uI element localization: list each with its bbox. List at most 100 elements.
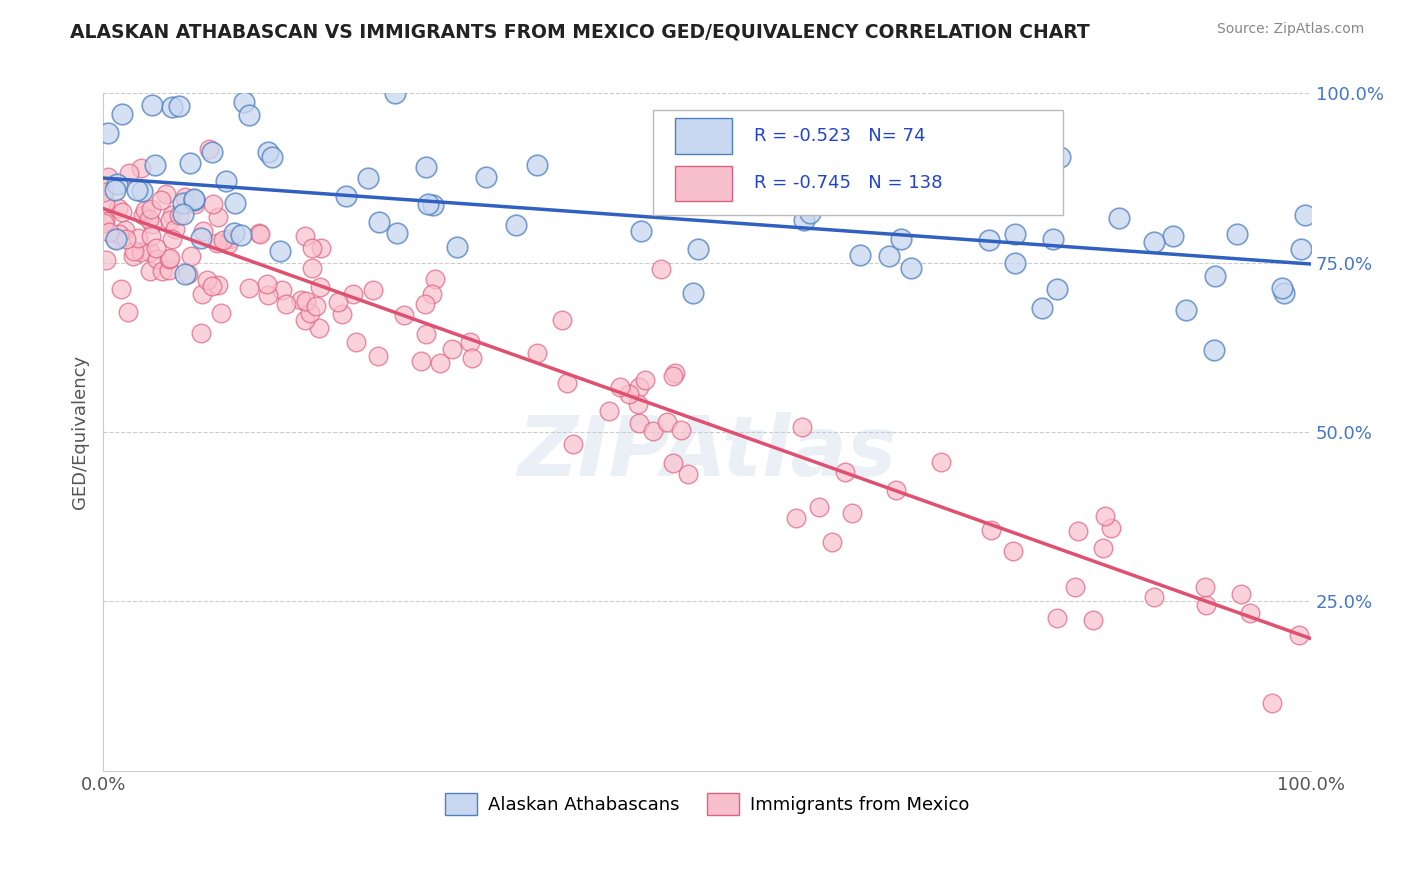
Point xyxy=(159,213,181,227)
Point xyxy=(207,278,229,293)
Point xyxy=(211,233,233,247)
Point xyxy=(150,264,173,278)
Point xyxy=(461,351,484,365)
Point xyxy=(163,221,186,235)
Point xyxy=(159,252,181,266)
Point xyxy=(676,467,699,482)
Point xyxy=(129,161,152,175)
Point xyxy=(308,321,330,335)
Point xyxy=(1288,628,1310,642)
FancyBboxPatch shape xyxy=(675,166,733,201)
Point xyxy=(104,232,127,246)
Point xyxy=(342,287,364,301)
Point xyxy=(299,306,322,320)
Point xyxy=(330,307,353,321)
Point xyxy=(1195,598,1218,612)
Point xyxy=(209,306,232,320)
Point xyxy=(172,196,194,211)
Point xyxy=(122,244,145,258)
Point xyxy=(799,206,821,220)
Point xyxy=(201,196,224,211)
Point xyxy=(94,196,117,211)
Point xyxy=(392,309,415,323)
Point xyxy=(555,376,578,391)
Point xyxy=(1046,611,1069,625)
Point xyxy=(97,169,120,184)
Point xyxy=(711,195,734,210)
Point xyxy=(274,297,297,311)
Point xyxy=(201,145,224,159)
Point xyxy=(233,95,256,109)
Point xyxy=(446,240,468,254)
Point xyxy=(1045,282,1067,296)
Point xyxy=(662,456,685,470)
Point xyxy=(415,326,437,341)
Point xyxy=(977,233,1000,247)
FancyBboxPatch shape xyxy=(652,111,1063,215)
Point xyxy=(807,500,830,514)
Point xyxy=(1230,587,1253,601)
Point xyxy=(344,335,367,350)
Point xyxy=(619,387,641,401)
Point xyxy=(207,211,229,225)
Point xyxy=(357,170,380,185)
Point xyxy=(700,127,723,141)
Point xyxy=(141,229,163,244)
Point xyxy=(335,189,357,203)
Point xyxy=(429,355,451,369)
Point xyxy=(634,373,657,387)
Point xyxy=(900,261,922,276)
Point xyxy=(526,345,548,359)
Point xyxy=(110,282,132,296)
Point xyxy=(475,170,498,185)
Point xyxy=(1239,606,1261,620)
Point xyxy=(627,397,650,411)
Point xyxy=(247,227,270,241)
Point xyxy=(257,145,280,160)
Point xyxy=(224,226,246,240)
Point xyxy=(411,353,433,368)
Text: Source: ZipAtlas.com: Source: ZipAtlas.com xyxy=(1216,22,1364,37)
Point xyxy=(1143,235,1166,250)
Point xyxy=(121,249,143,263)
Point xyxy=(155,187,177,202)
Point xyxy=(1004,227,1026,241)
Point xyxy=(218,236,240,251)
Point xyxy=(224,195,246,210)
Point xyxy=(127,231,149,245)
Point xyxy=(627,380,650,394)
Point xyxy=(301,241,323,255)
Point xyxy=(952,193,974,207)
Point xyxy=(107,202,129,216)
Point xyxy=(1031,301,1053,315)
Point xyxy=(655,415,678,429)
Point xyxy=(609,380,631,394)
Point xyxy=(256,277,278,291)
Point xyxy=(93,216,115,230)
Point xyxy=(94,253,117,268)
Point xyxy=(1205,268,1227,283)
Point xyxy=(179,156,201,170)
Point xyxy=(1261,696,1284,710)
Point xyxy=(174,267,197,281)
Point xyxy=(418,197,440,211)
Point xyxy=(1049,150,1071,164)
Point xyxy=(257,288,280,302)
Point xyxy=(134,203,156,218)
Point xyxy=(290,293,312,307)
Point xyxy=(551,313,574,327)
Point xyxy=(1271,281,1294,295)
Point xyxy=(139,244,162,259)
FancyBboxPatch shape xyxy=(675,119,733,153)
Point xyxy=(1226,227,1249,241)
Point xyxy=(271,283,294,297)
Point xyxy=(793,213,815,227)
Point xyxy=(441,342,464,356)
Point xyxy=(562,436,585,450)
Point xyxy=(111,106,134,120)
Point xyxy=(384,87,406,101)
Point xyxy=(218,232,240,246)
Point xyxy=(160,208,183,222)
Point xyxy=(1174,302,1197,317)
Point xyxy=(785,511,807,525)
